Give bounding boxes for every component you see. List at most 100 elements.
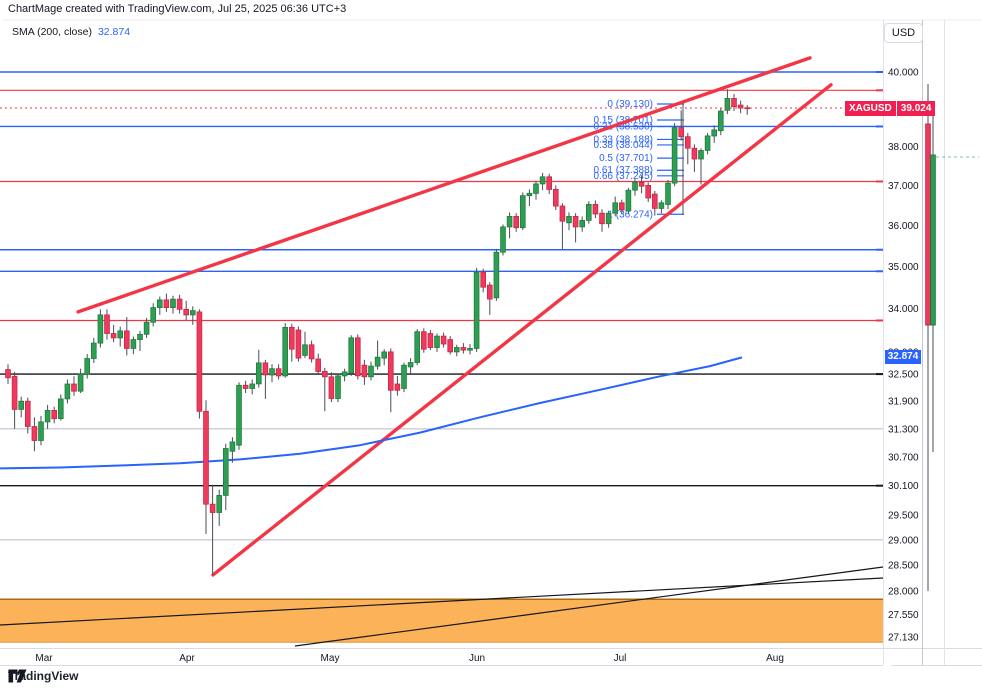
candle-down (731, 98, 737, 108)
candle-up (236, 384, 242, 446)
candle-up (506, 215, 513, 228)
candle-down (678, 127, 684, 138)
candle-up (434, 335, 440, 348)
candle-down (691, 147, 698, 160)
candle-up (341, 371, 348, 377)
price-axis-label[interactable]: 31.300 (888, 424, 919, 435)
candle-up (348, 337, 354, 374)
time-axis-label-apr[interactable]: Apr (179, 653, 195, 664)
projection-line-2 (294, 566, 884, 647)
candle-up (401, 364, 407, 389)
sma-value-badge: 32.874 (885, 350, 921, 364)
mini-candle-up (930, 154, 936, 326)
candle-down (420, 331, 427, 350)
indicator-value: 32.874 (97, 26, 131, 38)
price-axis-label[interactable]: 28.500 (888, 561, 919, 572)
candle-down (460, 347, 467, 351)
candle-down (242, 384, 249, 389)
footer-brand[interactable]: TradingView (8, 669, 78, 683)
price-axis-label[interactable]: 40.000 (888, 68, 919, 79)
price-axis-label[interactable]: 29.000 (888, 535, 919, 546)
candle-up (605, 212, 612, 225)
mini-candle-down (925, 123, 931, 326)
trendline-lower (211, 83, 833, 577)
time-axis-label-jun[interactable]: Jun (469, 653, 485, 664)
candle-up (91, 342, 97, 359)
tradingview-logo-icon[interactable] (8, 669, 27, 683)
price-axis-label[interactable]: 35.000 (888, 262, 919, 273)
candle-down (176, 298, 183, 310)
candle-down (546, 176, 552, 190)
candle-down (645, 184, 651, 199)
candle-down (480, 271, 486, 288)
candle-up (467, 347, 473, 351)
candle-up (374, 356, 381, 367)
price-axis-label[interactable]: 38.000 (888, 142, 919, 153)
price-axis-label[interactable]: 27.130 (888, 632, 919, 643)
candle-up (117, 330, 124, 339)
indicator-legend[interactable]: SMA (200, close) 32.874 (12, 26, 130, 38)
price-axis-label[interactable]: 28.000 (888, 586, 919, 597)
time-axis-label-may[interactable]: May (321, 653, 340, 664)
price-axis-label[interactable]: 32.500 (888, 370, 919, 381)
price-axis-label[interactable]: 30.700 (888, 452, 919, 463)
candles-layer (5, 89, 750, 575)
candle-up (143, 321, 150, 335)
fib-level-label: 0.61 (37.388) (594, 165, 654, 176)
price-axis-label[interactable]: 36.000 (888, 221, 919, 232)
candle-up (38, 421, 44, 441)
candle-up (64, 383, 71, 400)
price-axis-label[interactable]: 29.500 (888, 510, 919, 521)
candle-up (302, 344, 308, 356)
candle-down (288, 326, 295, 350)
candle-up (724, 98, 731, 111)
candle-up (500, 226, 506, 253)
time-axis-label-mar[interactable]: Mar (35, 653, 53, 664)
candle-down (51, 409, 57, 420)
candle-down (308, 344, 315, 360)
candle-up (539, 176, 546, 185)
trendline-upper (76, 56, 812, 314)
candle-up (170, 298, 176, 309)
candle-down (619, 202, 625, 211)
candle-down (572, 215, 579, 228)
price-axis-label[interactable]: 30.100 (888, 481, 919, 492)
candle-up (335, 375, 341, 399)
candle-up (130, 339, 137, 349)
candle-up (579, 219, 585, 228)
time-axis-label-aug[interactable]: Aug (766, 653, 784, 664)
candle-down (71, 383, 77, 392)
candle-up (249, 383, 256, 389)
price-axis-label[interactable]: 37.000 (888, 181, 919, 192)
candle-up (473, 271, 480, 349)
candle-down (394, 383, 401, 391)
candle-up (407, 362, 414, 368)
candle-down (104, 314, 110, 334)
candle-down (183, 308, 190, 316)
candle-up (216, 494, 223, 513)
candle-down (124, 330, 130, 349)
price-badge-symbol: XAGUSD (845, 101, 896, 116)
price-axis-label[interactable]: 27.550 (888, 610, 919, 621)
projection-line-1 (0, 577, 884, 626)
candle-up (255, 362, 262, 385)
chart-attribution: ChartMage created with TradingView.com, … (8, 3, 347, 15)
price-axis-label[interactable]: 34.000 (888, 304, 919, 315)
price-axis-label[interactable]: 31.900 (888, 397, 919, 408)
candle-up (658, 202, 665, 209)
tradingview-brand-text[interactable]: TradingView (8, 669, 79, 683)
time-axis-label-jul[interactable]: Jul (614, 653, 627, 664)
last-price-badge: XAGUSD 39.024 (845, 101, 936, 116)
candle-up (632, 181, 638, 191)
candle-down (387, 351, 394, 391)
candle-down (295, 329, 302, 359)
currency-toggle-button[interactable]: USD (884, 23, 923, 43)
fib-level-label: 0 (39.130) (607, 99, 653, 110)
candle-down (553, 188, 559, 207)
candle-down (209, 503, 216, 513)
candle-up (44, 409, 51, 423)
support-zone-band (0, 599, 883, 643)
candle-up (698, 150, 704, 160)
candle-up (612, 202, 618, 214)
candle-down (11, 375, 18, 410)
